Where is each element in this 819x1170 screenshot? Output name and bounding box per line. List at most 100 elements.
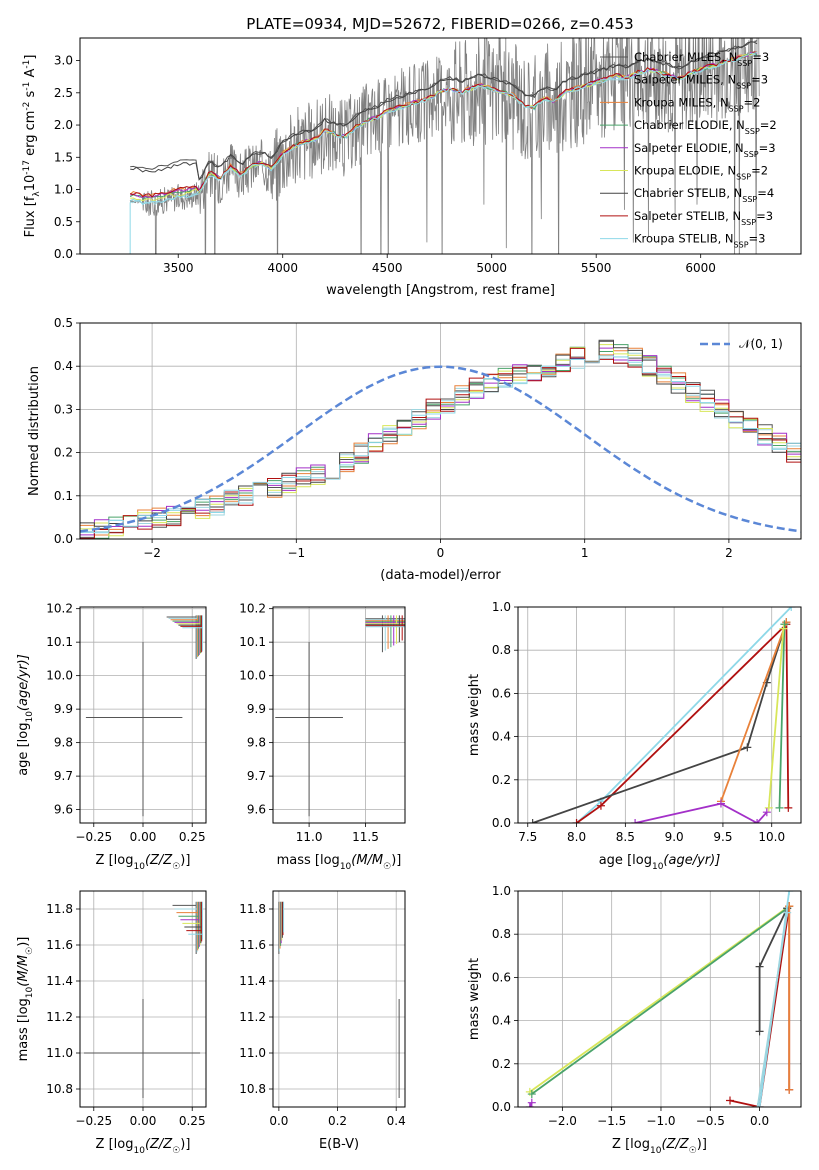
y-tick-label: 11.6 xyxy=(46,938,73,952)
legend-entry: Kroupa ELODIE, NSSP=2 xyxy=(634,164,768,182)
residuals-chart: −2 −1 0 1 2 0.0 0.1 0.2 0.3 0.4 0.5 𝒩(0, 1) (data-mo… xyxy=(27,316,802,583)
y-tick-label: 1.0 xyxy=(492,600,511,614)
weight-marker xyxy=(716,799,725,808)
figure-title: PLATE=0934, MJD=52672, FIBERID=0266, z=0… xyxy=(246,15,633,33)
y-tick-label: 9.7 xyxy=(247,769,266,783)
axes-frame xyxy=(79,890,207,1108)
weight-marker xyxy=(762,808,771,817)
y-tick-label: 0.2 xyxy=(492,1057,511,1071)
model-spectrum xyxy=(130,51,758,198)
y-tick-label: 9.9 xyxy=(54,702,73,716)
weight-marker xyxy=(572,819,581,823)
x-tick-label: −0.25 xyxy=(75,1114,112,1128)
x-tick-label: −1.5 xyxy=(597,1114,626,1128)
y-tick-label: 3.0 xyxy=(54,54,73,68)
weight-marker xyxy=(779,624,788,633)
x-tick-label: 4500 xyxy=(372,261,403,275)
y-tick-label: 11.4 xyxy=(46,974,73,988)
weight-line xyxy=(634,802,768,823)
y-axis-label: age [log10(age/yr)] xyxy=(16,654,35,776)
y-tick-label: 1.0 xyxy=(54,183,73,197)
y-axis-label: Normed distribution xyxy=(27,366,42,496)
weight-marker xyxy=(784,803,793,812)
x-tick-label: 9.5 xyxy=(713,830,732,844)
x-axis-label: (data-model)/error xyxy=(380,568,501,583)
model-spectrum xyxy=(130,40,758,181)
y-axis-label: Flux [fλ10-17 erg cm-2 s-1 A-1] xyxy=(22,55,42,238)
weight-marker xyxy=(755,1103,764,1107)
y-tick-label: 1.0 xyxy=(492,884,511,898)
weight-line xyxy=(529,905,790,1093)
x-tick-label: 8.0 xyxy=(567,830,586,844)
x-tick-label: 10.0 xyxy=(758,830,785,844)
y-tick-label: 0.8 xyxy=(492,643,511,657)
x-tick-label: −2 xyxy=(143,546,161,560)
weight-marker xyxy=(780,620,789,629)
y-tick-label: 0.4 xyxy=(54,359,73,373)
model-spectrum xyxy=(129,51,758,206)
axes-frame xyxy=(79,37,802,255)
y-tick-label: 11.8 xyxy=(46,902,73,916)
x-axis-label: Z [log10(Z/Z☉)] xyxy=(96,1137,191,1156)
y-tick-label: 9.8 xyxy=(54,736,73,750)
y-tick-label: 9.9 xyxy=(247,702,266,716)
x-tick-label: −1 xyxy=(287,546,305,560)
axes-frame xyxy=(79,322,802,540)
x-axis-label: E(B-V) xyxy=(319,1137,359,1152)
y-axis-label: mass weight xyxy=(467,674,482,756)
y-tick-label: 0.8 xyxy=(492,927,511,941)
model-spectrum xyxy=(130,41,758,181)
age-vs-z-chart: −0.25 0.00 0.25 9.6 9.7 9.8 9.9 10.0 10.1 10.2 Z [… xyxy=(16,602,207,872)
y-tick-label: 10.8 xyxy=(46,1082,73,1096)
y-tick-label: 0.0 xyxy=(54,532,73,546)
y-tick-label: 0.2 xyxy=(54,446,73,460)
weight-line xyxy=(531,907,788,1095)
weight-line xyxy=(756,912,789,1107)
axes-frame xyxy=(517,606,802,824)
x-axis-label: Z [log10(Z/Z☉)] xyxy=(612,1137,707,1156)
weight-marker xyxy=(785,1085,794,1094)
y-tick-label: 10.2 xyxy=(239,602,266,616)
x-tick-label: 1 xyxy=(581,546,589,560)
y-tick-label: 11.6 xyxy=(239,938,266,952)
x-tick-label: 0.4 xyxy=(387,1114,406,1128)
y-tick-label: 2.0 xyxy=(54,118,73,132)
y-tick-label: 0.6 xyxy=(492,686,511,700)
mass-vs-z-chart-plot-area xyxy=(83,901,203,1098)
y-tick-label: 2.5 xyxy=(54,86,73,100)
y-axis-label: mass weight xyxy=(467,958,482,1040)
gaussian-curve xyxy=(80,365,801,533)
x-tick-label: 0.25 xyxy=(179,830,206,844)
x-tick-label: 11.5 xyxy=(352,830,379,844)
x-axis-label: mass [log10(M/M☉)] xyxy=(277,853,402,872)
axes-frame xyxy=(517,890,802,1108)
x-tick-label: 0 xyxy=(437,546,445,560)
x-tick-label: 0.0 xyxy=(750,1114,769,1128)
x-tick-label: 2 xyxy=(725,546,733,560)
y-tick-label: 0.5 xyxy=(54,316,73,330)
x-tick-label: 9.0 xyxy=(665,830,684,844)
legend-entry: Salpeter ELODIE, NSSP=3 xyxy=(634,141,776,159)
massweight-vs-z-chart-plot-area xyxy=(525,891,794,1107)
weight-marker xyxy=(755,962,764,971)
x-tick-label: 5000 xyxy=(476,261,507,275)
y-tick-label: 11.0 xyxy=(239,1046,266,1060)
legend-entry: Chabrier MILES, NSSP=3 xyxy=(634,50,769,68)
weight-marker xyxy=(753,819,762,823)
y-tick-label: 0.0 xyxy=(492,1100,511,1114)
y-tick-label: 10.1 xyxy=(46,635,73,649)
y-tick-label: 0.6 xyxy=(492,970,511,984)
y-tick-label: 9.7 xyxy=(54,769,73,783)
weight-marker xyxy=(525,1103,534,1107)
weight-marker xyxy=(764,803,773,812)
y-tick-label: 0.2 xyxy=(492,773,511,787)
weight-line xyxy=(532,621,788,823)
mass-vs-ebv-chart-plot-area xyxy=(278,901,400,1098)
y-tick-label: 0.4 xyxy=(492,730,511,744)
weight-line xyxy=(778,624,786,808)
x-tick-label: 0.00 xyxy=(130,1114,157,1128)
age-vs-mass-chart-plot-area xyxy=(275,615,405,817)
y-tick-label: 10.0 xyxy=(239,669,266,683)
weight-marker xyxy=(785,891,794,895)
x-tick-label: 8.5 xyxy=(616,830,635,844)
